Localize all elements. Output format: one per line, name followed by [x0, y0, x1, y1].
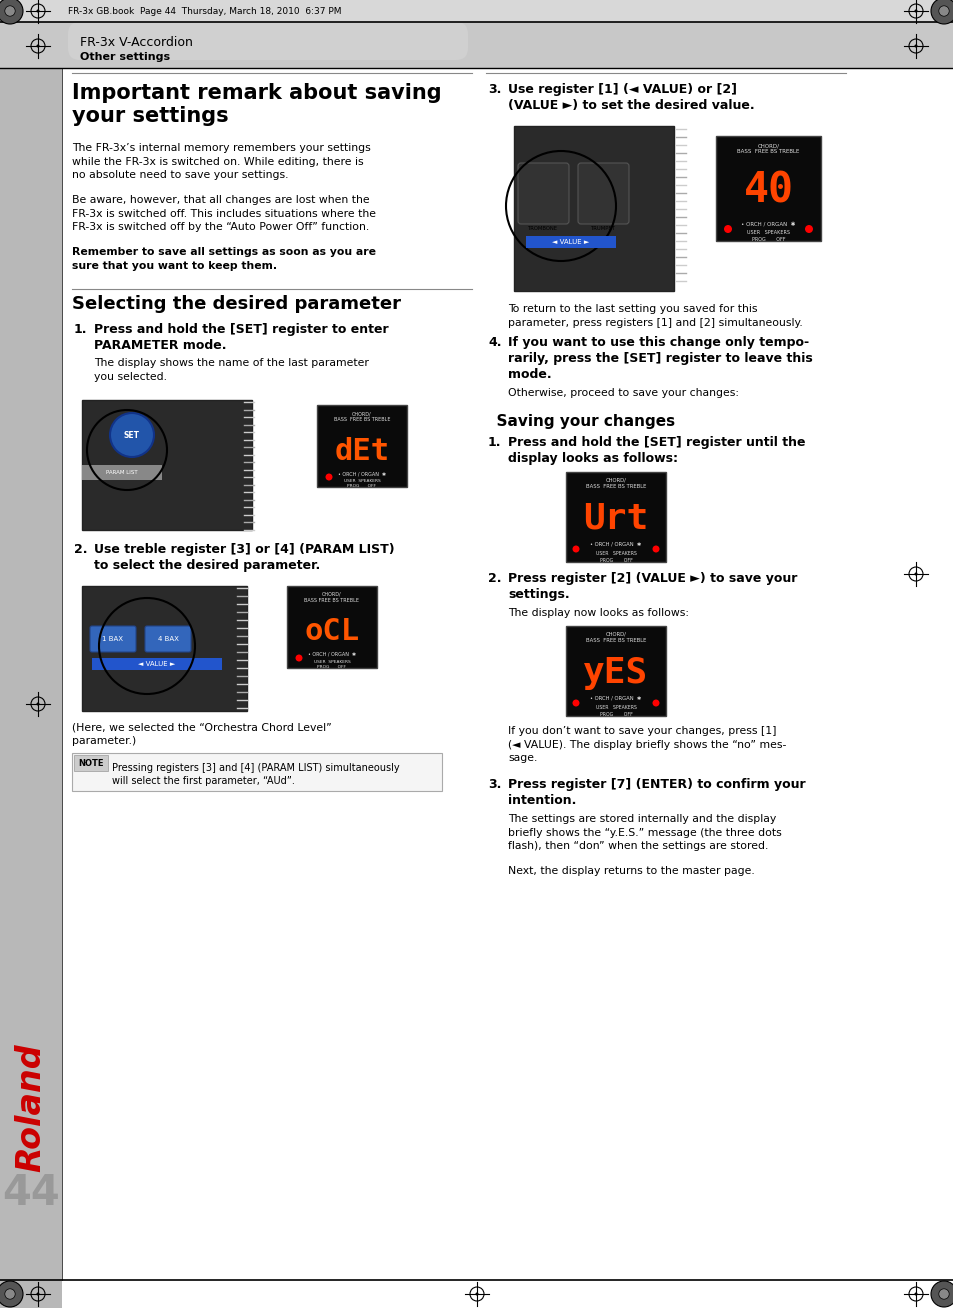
Bar — [82, 586, 247, 712]
FancyBboxPatch shape — [68, 22, 468, 60]
Text: • ORCH / ORGAN  ✱: • ORCH / ORGAN ✱ — [740, 221, 795, 226]
Text: The FR-3x’s internal memory remembers your settings
while the FR-3x is switched : The FR-3x’s internal memory remembers yo… — [71, 143, 371, 181]
Bar — [565, 627, 665, 715]
Circle shape — [36, 44, 39, 47]
Text: Remember to save all settings as soon as you are
sure that you want to keep them: Remember to save all settings as soon as… — [71, 247, 375, 271]
Text: dEt: dEt — [335, 437, 389, 466]
FancyBboxPatch shape — [90, 627, 136, 651]
Text: Press and hold the [SET] register until the
display looks as follows:: Press and hold the [SET] register until … — [507, 436, 804, 466]
Text: USER   SPEAKERS: USER SPEAKERS — [746, 230, 789, 235]
Text: 3.: 3. — [488, 778, 501, 791]
Text: To return to the last setting you saved for this
parameter, press registers [1] : To return to the last setting you saved … — [507, 303, 801, 327]
Circle shape — [5, 5, 15, 16]
Circle shape — [914, 1292, 917, 1295]
Text: Pressing registers [3] and [4] (PARAM LIST) simultaneously
will select the first: Pressing registers [3] and [4] (PARAM LI… — [112, 763, 399, 786]
Bar — [82, 400, 252, 530]
Circle shape — [938, 1288, 948, 1299]
Text: 1.: 1. — [488, 436, 501, 449]
Text: PROG       OFF: PROG OFF — [598, 712, 632, 717]
Text: PROG       OFF: PROG OFF — [751, 237, 784, 242]
Circle shape — [325, 473, 333, 480]
Text: 4.: 4. — [488, 336, 501, 349]
Text: Important remark about saving
your settings: Important remark about saving your setti… — [71, 82, 441, 126]
FancyBboxPatch shape — [578, 164, 628, 224]
Text: Otherwise, proceed to save your changes:: Otherwise, proceed to save your changes: — [507, 388, 739, 398]
Text: Roland: Roland — [14, 1044, 48, 1172]
Circle shape — [930, 1281, 953, 1307]
Bar — [565, 472, 665, 562]
Text: If you want to use this change only tempo-
rarily, press the [SET] register to l: If you want to use this change only temp… — [507, 336, 812, 381]
Text: • ORCH / ORGAN  ✱: • ORCH / ORGAN ✱ — [590, 696, 641, 701]
Text: Urt: Urt — [583, 502, 648, 536]
Text: CHORD/
BASS  FREE BS TREBLE: CHORD/ BASS FREE BS TREBLE — [737, 143, 799, 154]
Circle shape — [475, 1292, 478, 1295]
Text: USER   SPEAKERS: USER SPEAKERS — [595, 705, 636, 710]
Text: The display now looks as follows:: The display now looks as follows: — [507, 608, 688, 617]
Circle shape — [938, 5, 948, 16]
Text: FR-3x GB.book  Page 44  Thursday, March 18, 2010  6:37 PM: FR-3x GB.book Page 44 Thursday, March 18… — [68, 7, 341, 16]
Bar — [82, 466, 162, 480]
Text: 2.: 2. — [488, 572, 501, 585]
Text: • ORCH / ORGAN  ✱: • ORCH / ORGAN ✱ — [337, 471, 386, 476]
Circle shape — [5, 1288, 15, 1299]
Text: FR-3x V-Accordion: FR-3x V-Accordion — [80, 35, 193, 48]
Bar — [525, 235, 616, 249]
FancyBboxPatch shape — [517, 164, 568, 224]
Bar — [74, 755, 108, 770]
Bar — [91, 658, 222, 670]
Text: Saving your changes: Saving your changes — [485, 415, 675, 429]
Text: Press and hold the [SET] register to enter
PARAMETER mode.: Press and hold the [SET] register to ent… — [94, 323, 388, 352]
Bar — [0, 68, 62, 1308]
Bar — [71, 753, 441, 791]
Text: NOTE: NOTE — [78, 759, 104, 768]
Text: Be aware, however, that all changes are lost when the
FR-3x is switched off. Thi: Be aware, however, that all changes are … — [71, 195, 375, 233]
Circle shape — [110, 413, 153, 456]
Text: 3.: 3. — [488, 82, 501, 95]
Circle shape — [914, 9, 917, 13]
Text: Use treble register [3] or [4] (PARAM LIST)
to select the desired parameter.: Use treble register [3] or [4] (PARAM LI… — [94, 543, 395, 572]
Text: yES: yES — [583, 655, 648, 689]
Circle shape — [36, 1292, 39, 1295]
Text: (Here, we selected the “Orchestra Chord Level”
parameter.): (Here, we selected the “Orchestra Chord … — [71, 723, 332, 746]
Text: USER  SPEAKERS: USER SPEAKERS — [314, 661, 350, 664]
Bar — [287, 586, 376, 668]
Circle shape — [0, 1281, 23, 1307]
Circle shape — [36, 702, 39, 705]
Text: 4 BAX: 4 BAX — [157, 636, 178, 642]
Text: If you don’t want to save your changes, press [1]
(◄ VALUE). The display briefly: If you don’t want to save your changes, … — [507, 726, 785, 763]
Text: • ORCH / ORGAN  ✱: • ORCH / ORGAN ✱ — [590, 542, 641, 547]
Text: Press register [2] (VALUE ►) to save your
settings.: Press register [2] (VALUE ►) to save you… — [507, 572, 797, 600]
Bar — [716, 136, 821, 241]
Text: 40: 40 — [742, 170, 793, 212]
Text: Next, the display returns to the master page.: Next, the display returns to the master … — [507, 866, 754, 876]
Circle shape — [0, 0, 23, 24]
Text: USER   SPEAKERS: USER SPEAKERS — [595, 551, 636, 556]
Circle shape — [930, 0, 953, 24]
Circle shape — [572, 700, 578, 706]
Text: CHORD/
BASS  FREE BS TREBLE: CHORD/ BASS FREE BS TREBLE — [585, 632, 645, 642]
Text: • ORCH / ORGAN  ✱: • ORCH / ORGAN ✱ — [308, 651, 355, 657]
Bar — [514, 126, 673, 290]
Text: CHORD/
BASS FREE BS TREBLE: CHORD/ BASS FREE BS TREBLE — [304, 593, 359, 603]
Circle shape — [295, 654, 302, 662]
Text: 1.: 1. — [74, 323, 88, 336]
Text: CHORD/
BASS  FREE BS TREBLE: CHORD/ BASS FREE BS TREBLE — [334, 411, 390, 421]
Text: Other settings: Other settings — [80, 52, 170, 61]
Text: PARAM LIST: PARAM LIST — [106, 470, 137, 475]
Text: The display shows the name of the last parameter
you selected.: The display shows the name of the last p… — [94, 358, 369, 382]
Text: oCL: oCL — [304, 617, 359, 646]
FancyBboxPatch shape — [145, 627, 191, 651]
Circle shape — [572, 545, 578, 552]
Text: ◄ VALUE ►: ◄ VALUE ► — [552, 239, 589, 245]
Bar — [0, 22, 953, 68]
Text: TROMBONE: TROMBONE — [527, 226, 558, 232]
Text: PROG      OFF: PROG OFF — [347, 484, 376, 488]
Text: TRUMPET: TRUMPET — [590, 226, 615, 232]
Circle shape — [914, 573, 917, 576]
Bar — [0, 0, 953, 22]
Text: Use register [1] (◄ VALUE) or [2]
(VALUE ►) to set the desired value.: Use register [1] (◄ VALUE) or [2] (VALUE… — [507, 82, 754, 112]
Text: The settings are stored internally and the display
briefly shows the “y.E.S.” me: The settings are stored internally and t… — [507, 814, 781, 852]
Circle shape — [804, 225, 812, 233]
Circle shape — [723, 225, 731, 233]
Text: Selecting the desired parameter: Selecting the desired parameter — [71, 296, 400, 313]
